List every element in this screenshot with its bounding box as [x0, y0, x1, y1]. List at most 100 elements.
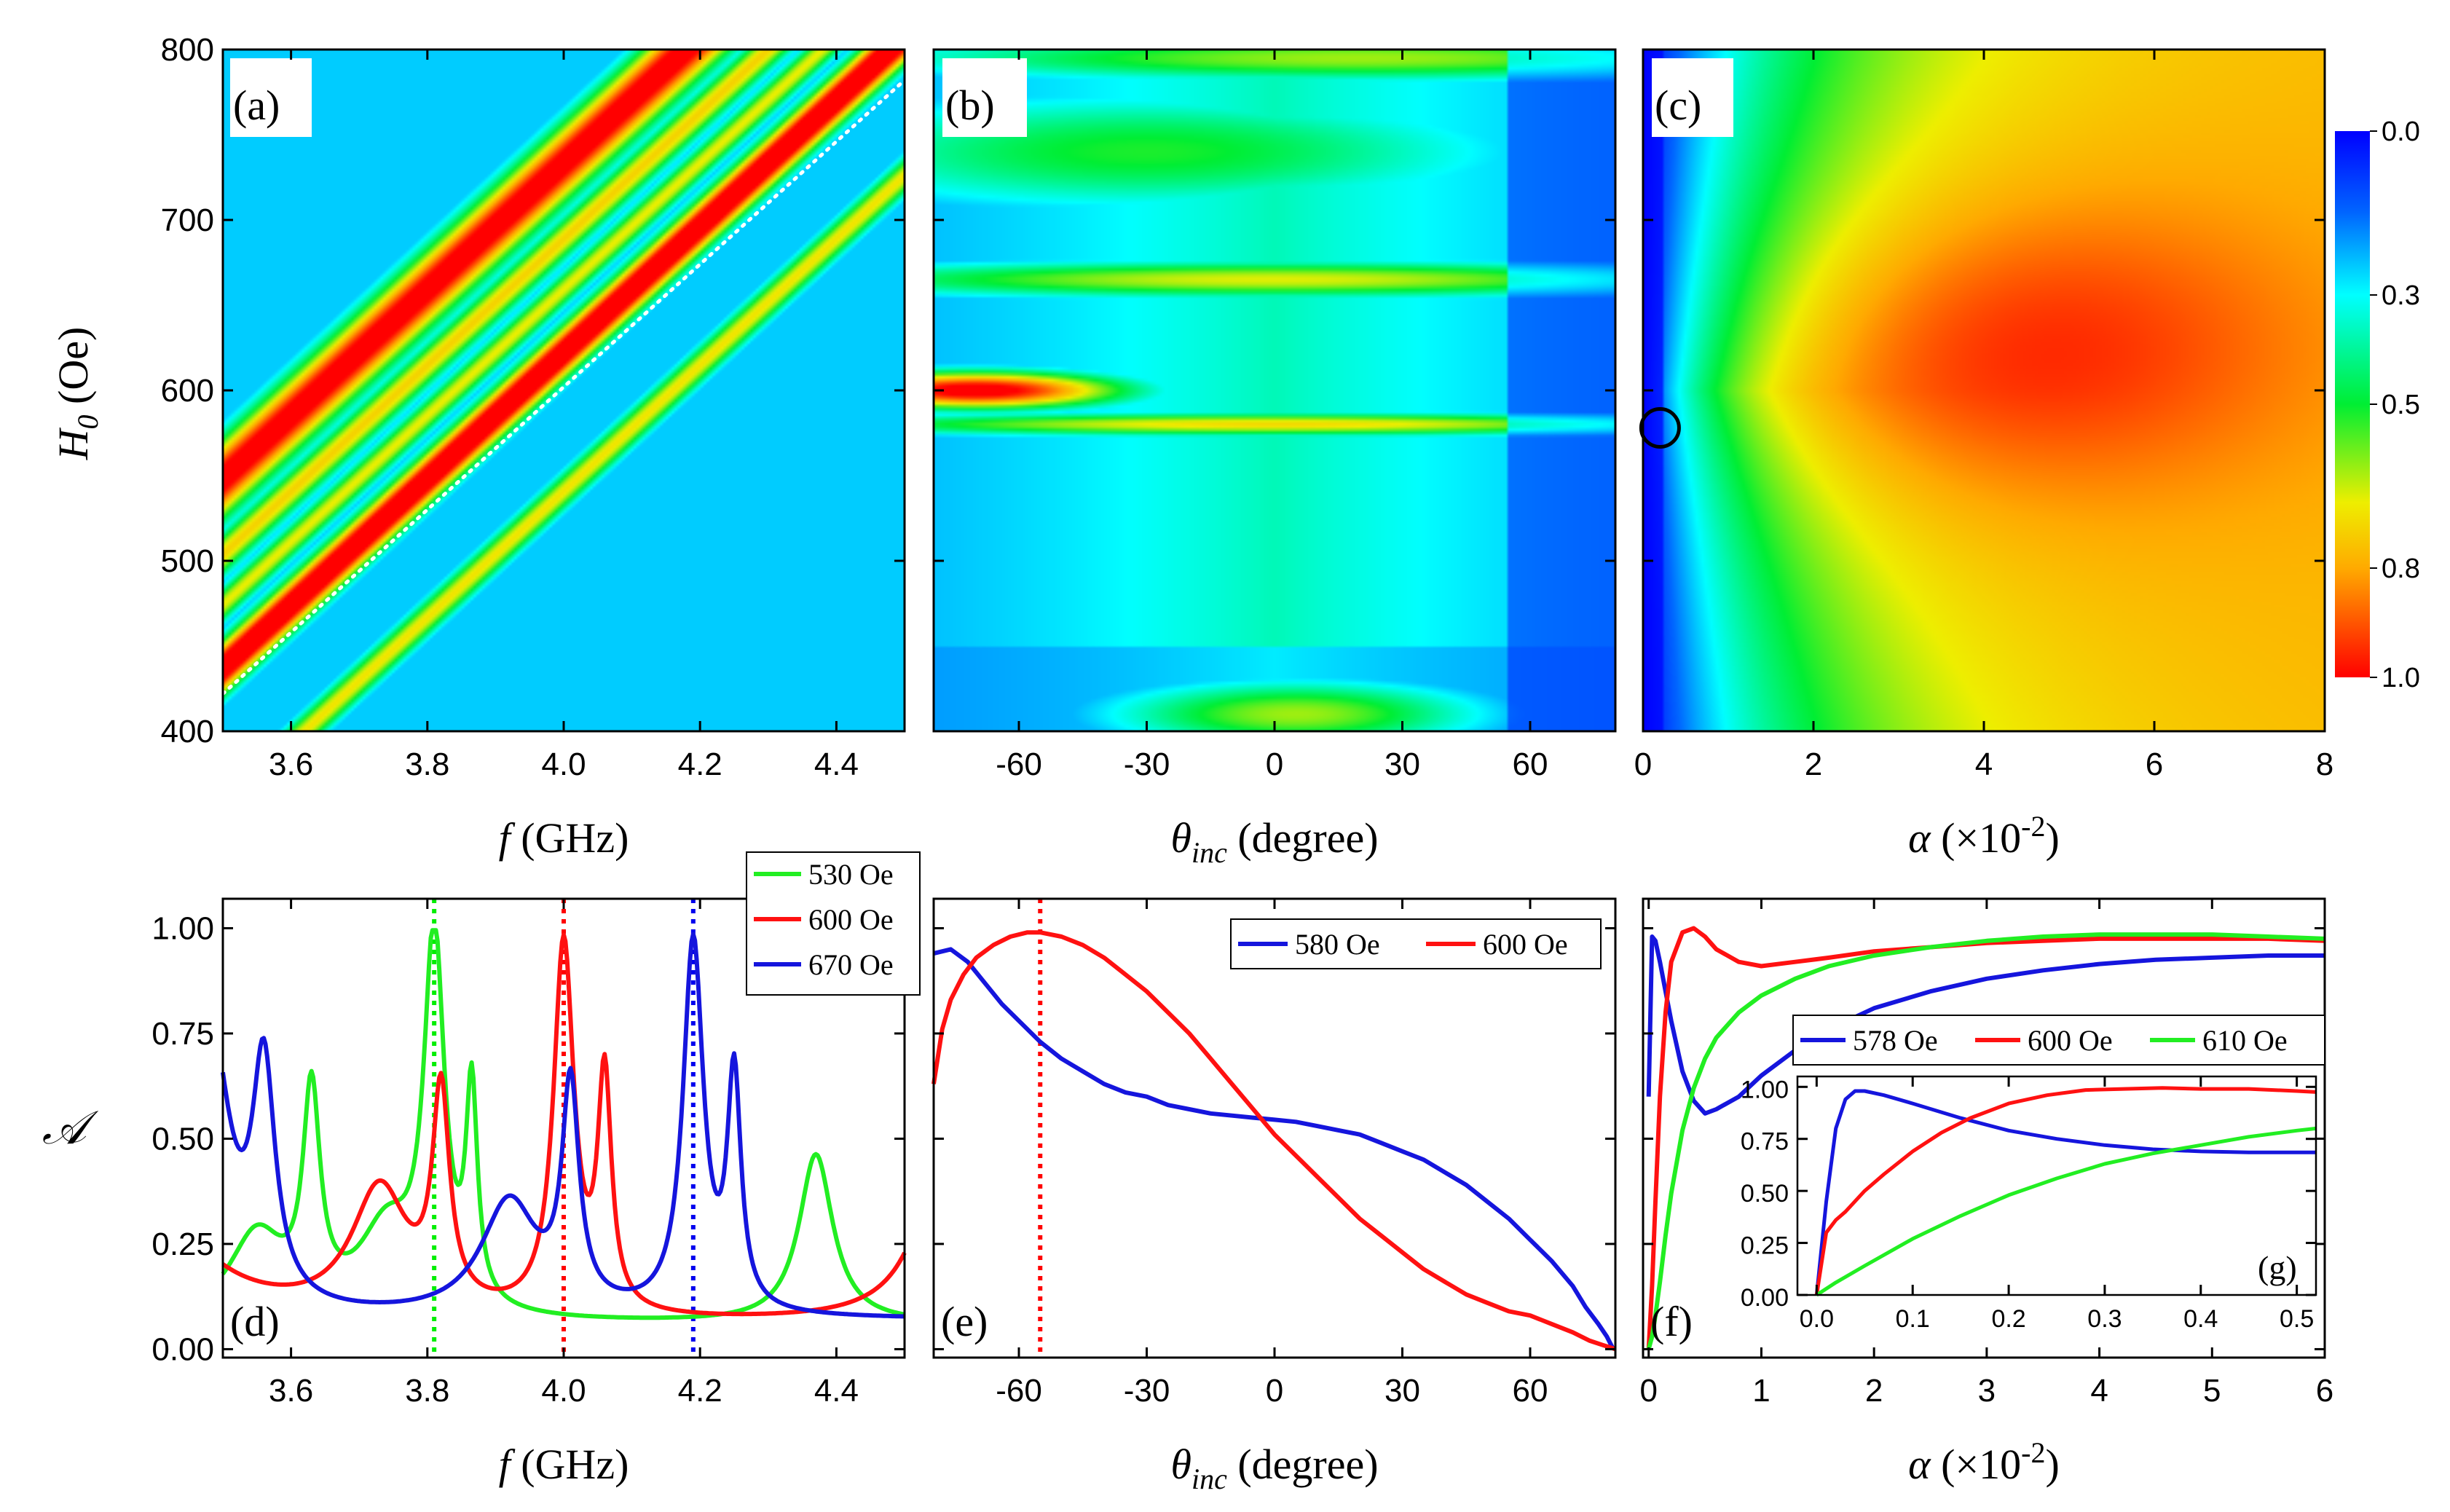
series-line-d-2 [221, 932, 905, 1319]
y-tick-label: 0.00 [1741, 1284, 1789, 1312]
y-tick-label: 400 [161, 714, 214, 749]
x-tick-label: 3 [1978, 1373, 1996, 1409]
x-tick-label: 3.6 [269, 1373, 313, 1409]
x-tick-label: 0.1 [1896, 1305, 1930, 1333]
x-tick-label: 0.0 [1800, 1305, 1834, 1333]
legend-label: 600 Oe [1483, 928, 1568, 961]
x-title-symbol: θ [1170, 1441, 1191, 1488]
legend-label: 600 Oe [808, 903, 894, 936]
series-line-f-0 [1646, 934, 2325, 1116]
x-title-superscript: -2 [2021, 810, 2045, 843]
heatmap-b [934, 50, 1615, 731]
plot-area-g [1814, 1086, 2317, 1297]
panel-e: (e) -60 -30 0 30 60 580 Oe 600 Oe [931, 897, 1617, 1409]
x-tick-label: 60 [1513, 747, 1548, 782]
series-line-f-1 [1646, 926, 2325, 1350]
series-line-g-1 [1814, 1086, 2317, 1296]
label-bg-b [942, 58, 1027, 137]
x-title-text: (GHz) [511, 1441, 629, 1488]
panel-label-f: (f) [1650, 1298, 1693, 1345]
y-tick-label: 0.75 [151, 1016, 214, 1052]
dotted-fit-line [221, 78, 907, 696]
x-axis-title: θinc (degree) [1170, 814, 1378, 869]
x-axis-title: α (×10-2) [1908, 810, 2060, 862]
plot-area-d [221, 899, 907, 1358]
label-bg-a [230, 58, 312, 137]
x-title-text: (degree) [1227, 814, 1379, 862]
y-title-symbol: H [50, 427, 97, 460]
x-tick-label: 4.2 [678, 747, 722, 782]
y-tick-label: 800 [161, 32, 214, 68]
x-tick-label: 0.5 [2280, 1305, 2314, 1333]
legend-d: 530 Oe 600 Oe 670 Oe [746, 851, 921, 996]
legend-label: 578 Oe [1853, 1024, 1938, 1057]
x-tick-label: 4.0 [541, 747, 586, 782]
x-tick-label: 30 [1384, 1373, 1420, 1409]
x-tick-label: 60 [1513, 1373, 1548, 1409]
axes-g: 0.0 0.1 0.2 0.3 0.4 0.5 0.00 0.25 0.50 0.75 1.00 [1741, 1076, 2316, 1333]
x-tick-label: -60 [996, 1373, 1042, 1409]
y-title-subscript: 0 [71, 414, 104, 429]
x-tick-label: 0.4 [2183, 1305, 2218, 1333]
x-title-superscript: -2 [2021, 1436, 2045, 1469]
x-tick-label: 4.2 [678, 1373, 722, 1409]
x-title-subscript: inc [1191, 1462, 1227, 1495]
legend-label: 670 Oe [808, 948, 894, 981]
x-axis-title: f (GHz) [499, 814, 629, 862]
axes-b: -60 -30 0 30 60 [934, 48, 1615, 782]
x-tick-label: 4.4 [814, 1373, 859, 1409]
series-line-g-2 [1816, 1126, 2317, 1297]
x-tick-label: 4.4 [814, 747, 859, 782]
panel-label-c: (c) [1655, 82, 1701, 129]
legend-box-f [1792, 1015, 2325, 1066]
x-tick-label: 0 [1634, 747, 1652, 782]
inset-g: (g) 0.0 0.1 0.2 0.3 0.4 0.5 0.00 0.25 0.50 0.75 1.… [1741, 1075, 2317, 1333]
y-tick-label: 1.00 [1741, 1076, 1789, 1103]
axes-e: -60 -30 0 30 60 [934, 899, 1615, 1409]
x-title-text: (×10 [1931, 1441, 2022, 1488]
x-tick-label: 5 [2203, 1373, 2221, 1409]
x-title-symbol: α [1908, 814, 1931, 862]
x-tick-label: -60 [996, 747, 1042, 782]
colorbar-tick-label: 0.3 [2382, 280, 2420, 311]
colorbar-gradient [2335, 131, 2370, 677]
y-title-text: (Oe) [50, 327, 97, 415]
x-tick-label: 0 [1266, 747, 1283, 782]
legend-label: 530 Oe [808, 858, 894, 891]
x-axis-title: α (×10-2) [1908, 1436, 2060, 1488]
panel-a: (a) 3.6 3.8 4.0 4.2 4.4 400 500 600 700 800 [161, 32, 907, 782]
x-tick-label: 2 [1805, 747, 1822, 782]
y-tick-label: 0.50 [151, 1121, 214, 1157]
series-line-e-0 [933, 947, 1615, 1350]
y-axis-title-d: 𝒜 [42, 1102, 99, 1154]
x-tick-label: 0 [1639, 1373, 1657, 1409]
panel-d: (d) 3.6 3.8 4.0 4.2 4.40.000.250.500.751.00 … [151, 851, 921, 1409]
colorbar-tick-label: 0.5 [2382, 390, 2420, 420]
x-title-symbol: α [1908, 1441, 1931, 1488]
x-title-subscript: inc [1191, 836, 1227, 869]
plot-area-f [1646, 926, 2325, 1350]
x-tick-label: 3.6 [269, 747, 313, 782]
x-tick-label: -30 [1124, 1373, 1170, 1409]
panel-b: (b) -60 -30 0 30 60 [932, 48, 1617, 782]
heatmap-c [1643, 50, 2325, 731]
legend-label: 580 Oe [1295, 928, 1380, 961]
x-tick-label: 8 [2316, 747, 2333, 782]
frame-f [1642, 897, 2326, 1359]
x-tick-label: 1 [1752, 1373, 1770, 1409]
axis-titles: f (GHz) θinc (degree) α (×10-2)f (GHz) θinc… [42, 327, 2060, 1495]
x-tick-label: 6 [2146, 747, 2163, 782]
axes-c: 0 2 4 6 8 [1634, 48, 2333, 782]
heatmap-a [223, 50, 905, 731]
panel-label-d: (d) [230, 1298, 280, 1345]
x-tick-label: 0 [1266, 1373, 1283, 1409]
axes-a: 3.6 3.8 4.0 4.2 4.4 400 500 600 700 800 [161, 32, 905, 782]
y-tick-label: 0.25 [151, 1226, 214, 1262]
x-tick-label: 4 [2090, 1373, 2108, 1409]
panel-label-e: (e) [941, 1298, 988, 1345]
panel-label-b: (b) [945, 82, 995, 129]
y-tick-label: 700 [161, 202, 214, 238]
legend-entries-f: 578 Oe 600 Oe 610 Oe [1800, 1024, 2288, 1057]
